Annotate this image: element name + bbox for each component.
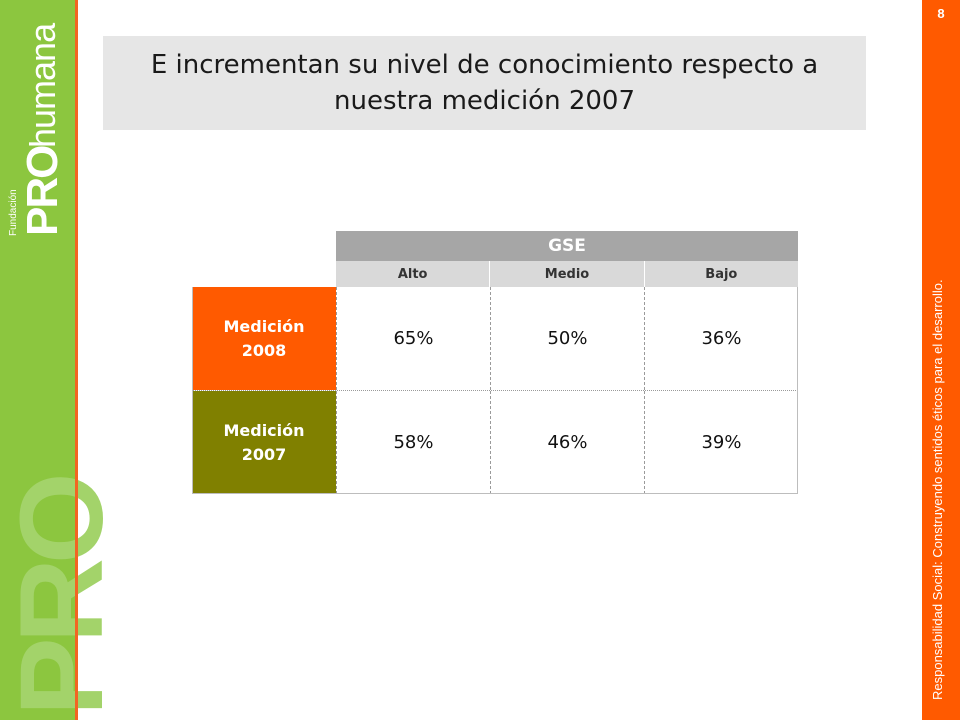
- cell-2007-bajo: 39%: [644, 391, 798, 494]
- row-label-2008: Medición 2008: [192, 287, 336, 390]
- column-header-bajo: Bajo: [643, 261, 798, 287]
- table-row-2007: Medición 2007 58% 46% 39%: [192, 391, 798, 494]
- column-header-row: Alto Medio Bajo: [336, 261, 798, 287]
- column-header-medio: Medio: [489, 261, 643, 287]
- right-brand-strip: 8 Responsabilidad Social: Construyendo s…: [922, 0, 960, 720]
- row-label-2007: Medición 2007: [192, 391, 336, 494]
- left-brand-strip: Fundación PRO humana PRO: [0, 0, 128, 720]
- column-header-alto: Alto: [397, 266, 428, 282]
- cell-2007-alto: 58%: [336, 391, 490, 494]
- big-pro-watermark: PRO: [0, 478, 128, 716]
- table-row-2008: Medición 2008 65% 50% 36%: [192, 287, 798, 391]
- logo-humana-text: humana: [22, 23, 63, 148]
- vertical-tagline: Responsabilidad Social: Construyendo sen…: [930, 279, 945, 700]
- page-number: 8: [937, 6, 945, 21]
- slide-title: E incrementan su nivel de conocimiento r…: [150, 50, 819, 116]
- cell-2008-medio: 50%: [490, 287, 644, 390]
- cell-2008-bajo: 36%: [644, 287, 798, 390]
- gse-group-header: GSE: [336, 231, 798, 261]
- cell-2007-medio: 46%: [490, 391, 644, 494]
- logo-pro-text: PRO: [18, 146, 67, 236]
- cell-2008-alto: 65%: [336, 287, 490, 390]
- title-band: E incrementan su nivel de conocimiento r…: [103, 36, 866, 130]
